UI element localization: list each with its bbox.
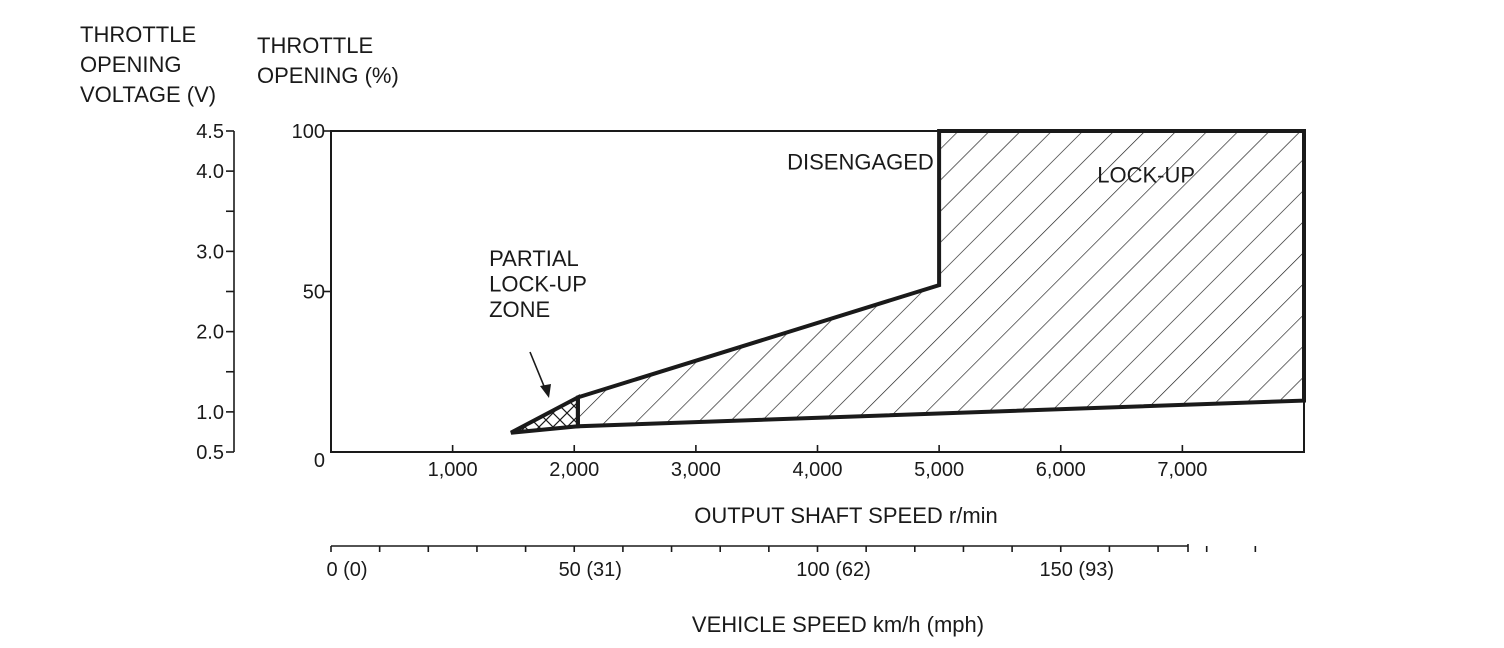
y-ticks: 0 50 100: [292, 121, 331, 472]
voltage-axis-heading-2: OPENING: [80, 52, 181, 77]
vehicle-speed-axis-label: VEHICLE SPEED km/h (mph): [692, 612, 984, 637]
vehicle-speed-axis: 0 (0) 50 (31) 100 (62) 150 (93): [326, 544, 1257, 581]
x-tick-label: 1,000: [428, 459, 478, 481]
region-label: ZONE: [489, 297, 550, 322]
region-label: LOCK-UP: [1097, 162, 1195, 187]
voltage-axis-heading-1: THROTTLE: [80, 22, 196, 47]
x-tick-label: 3,000: [671, 459, 721, 481]
x-tick-label: 2,000: [549, 459, 599, 481]
region-label: LOCK-UP: [489, 272, 587, 297]
voltage-tick-label: 4.5: [196, 121, 224, 143]
voltage-tick-label: 4.0: [196, 161, 224, 183]
region-partial-lock-up-zone: [510, 394, 580, 435]
x-tick-label: 7,000: [1157, 459, 1207, 481]
y-tick-label: 0: [314, 450, 325, 472]
vehicle-speed-tick-label: 100 (62): [796, 559, 871, 581]
region-label: PARTIAL: [489, 246, 579, 271]
voltage-tick-label: 2.0: [196, 322, 224, 344]
voltage-axis-heading-3: VOLTAGE (V): [80, 82, 216, 107]
vehicle-speed-tick-label: 0 (0): [326, 559, 367, 581]
voltage-tick-label: 3.0: [196, 241, 224, 263]
x-tick-label: 4,000: [792, 459, 842, 481]
voltage-axis: 0.5 1.0 2.0 3.0 4.0 4.5: [196, 121, 235, 464]
x-ticks: 1,000 2,000 3,000 4,000 5,000 6,000 7,000: [428, 445, 1207, 481]
voltage-tick-label: 0.5: [196, 442, 224, 464]
x-tick-label: 6,000: [1036, 459, 1086, 481]
y-tick-label: 100: [292, 121, 325, 143]
vehicle-speed-tick-label: 150 (93): [1040, 559, 1115, 581]
percent-axis-heading-1: THROTTLE: [257, 33, 373, 58]
voltage-tick-label: 1.0: [196, 402, 224, 424]
region-lock-up: [575, 129, 1306, 429]
vehicle-speed-tick-label: 50 (31): [559, 559, 622, 581]
percent-axis-heading-2: OPENING (%): [257, 63, 399, 88]
regions: [510, 129, 1306, 435]
x-axis-label: OUTPUT SHAFT SPEED r/min: [694, 503, 998, 528]
region-label: DISENGAGED: [787, 150, 934, 175]
x-tick-label: 5,000: [914, 459, 964, 481]
y-tick-label: 50: [303, 282, 325, 304]
partial-zone-arrow: [529, 351, 551, 398]
